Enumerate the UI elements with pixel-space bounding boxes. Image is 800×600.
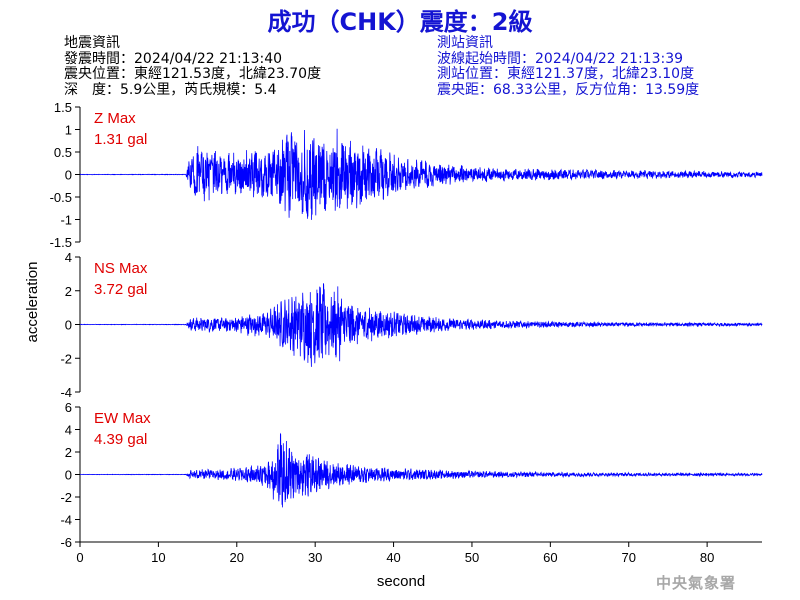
- max-value-z: 1.31 gal: [94, 131, 147, 148]
- y-tick-label-ew: 4: [65, 423, 72, 438]
- y-tick-label-ew: -2: [60, 490, 72, 505]
- wave-start-time: 波線起始時間：2024/04/22 21:13:39: [437, 50, 684, 67]
- y-tick-label-z: 1.5: [54, 100, 72, 115]
- epicenter-location: 震央位置：東經121.53度，北緯23.70度: [64, 66, 322, 82]
- y-tick-label-ew: -6: [60, 535, 72, 550]
- y-tick-label-z: -1: [60, 213, 72, 228]
- x-tick-label: 0: [76, 550, 83, 565]
- y-tick-label-ew: -4: [60, 513, 72, 528]
- y-tick-label-z: -1.5: [50, 235, 72, 250]
- quake-info-heading: 地震資訊: [64, 35, 120, 51]
- x-axis-label: second: [377, 573, 425, 590]
- x-tick-label: 20: [230, 550, 244, 565]
- x-tick-label: 70: [622, 550, 636, 565]
- max-label-ns: NS Max: [94, 260, 148, 277]
- y-tick-label-ns: 2: [65, 284, 72, 299]
- x-tick-label: 60: [543, 550, 557, 565]
- x-tick-label: 30: [308, 550, 322, 565]
- y-tick-label-ns: -4: [60, 385, 72, 400]
- y-tick-label-ns: 4: [65, 250, 72, 265]
- agency-credit: 中央氣象署: [656, 574, 737, 592]
- depth-magnitude: 深 度：5.9公里，芮氏規模：5.4: [64, 81, 277, 98]
- y-tick-label-ns: 0: [65, 318, 72, 333]
- station-info-block: 測站資訊 波線起始時間：2024/04/22 21:13:39 測站位置：東經1…: [437, 35, 700, 98]
- x-tick-label: 40: [386, 550, 400, 565]
- x-tick-label: 10: [151, 550, 165, 565]
- y-tick-label-z: 0.5: [54, 145, 72, 160]
- max-label-z: Z Max: [94, 110, 136, 127]
- epicentral-distance-azimuth: 震央距：68.33公里，反方位角：13.59度: [437, 81, 700, 98]
- waveform-trace-ns: [80, 283, 763, 367]
- y-tick-label-ew: 6: [65, 400, 72, 415]
- quake-info-block: 地震資訊 發震時間：2024/04/22 21:13:40 震央位置：東經121…: [64, 35, 322, 98]
- y-tick-label-ew: 2: [65, 445, 72, 460]
- station-info-heading: 測站資訊: [437, 35, 493, 51]
- chart-title: 成功（CHK）震度：2級: [267, 8, 533, 36]
- waveform-trace-z: [79, 128, 763, 220]
- max-label-ew: EW Max: [94, 410, 151, 427]
- y-tick-label-ns: -2: [60, 351, 72, 366]
- x-tick-label: 50: [465, 550, 479, 565]
- y-tick-label-z: -0.5: [50, 190, 72, 205]
- max-value-ew: 4.39 gal: [94, 431, 147, 448]
- station-location: 測站位置：東經121.37度，北緯23.10度: [437, 66, 695, 82]
- origin-time: 發震時間：2024/04/22 21:13:40: [64, 50, 283, 67]
- y-axis-label: acceleration: [24, 262, 41, 343]
- max-value-ns: 3.72 gal: [94, 281, 147, 298]
- waveform-trace-ew: [80, 432, 763, 508]
- y-tick-label-ew: 0: [65, 468, 72, 483]
- y-tick-label-z: 0: [65, 168, 72, 183]
- y-tick-label-z: 1: [65, 123, 72, 138]
- x-tick-label: 80: [700, 550, 714, 565]
